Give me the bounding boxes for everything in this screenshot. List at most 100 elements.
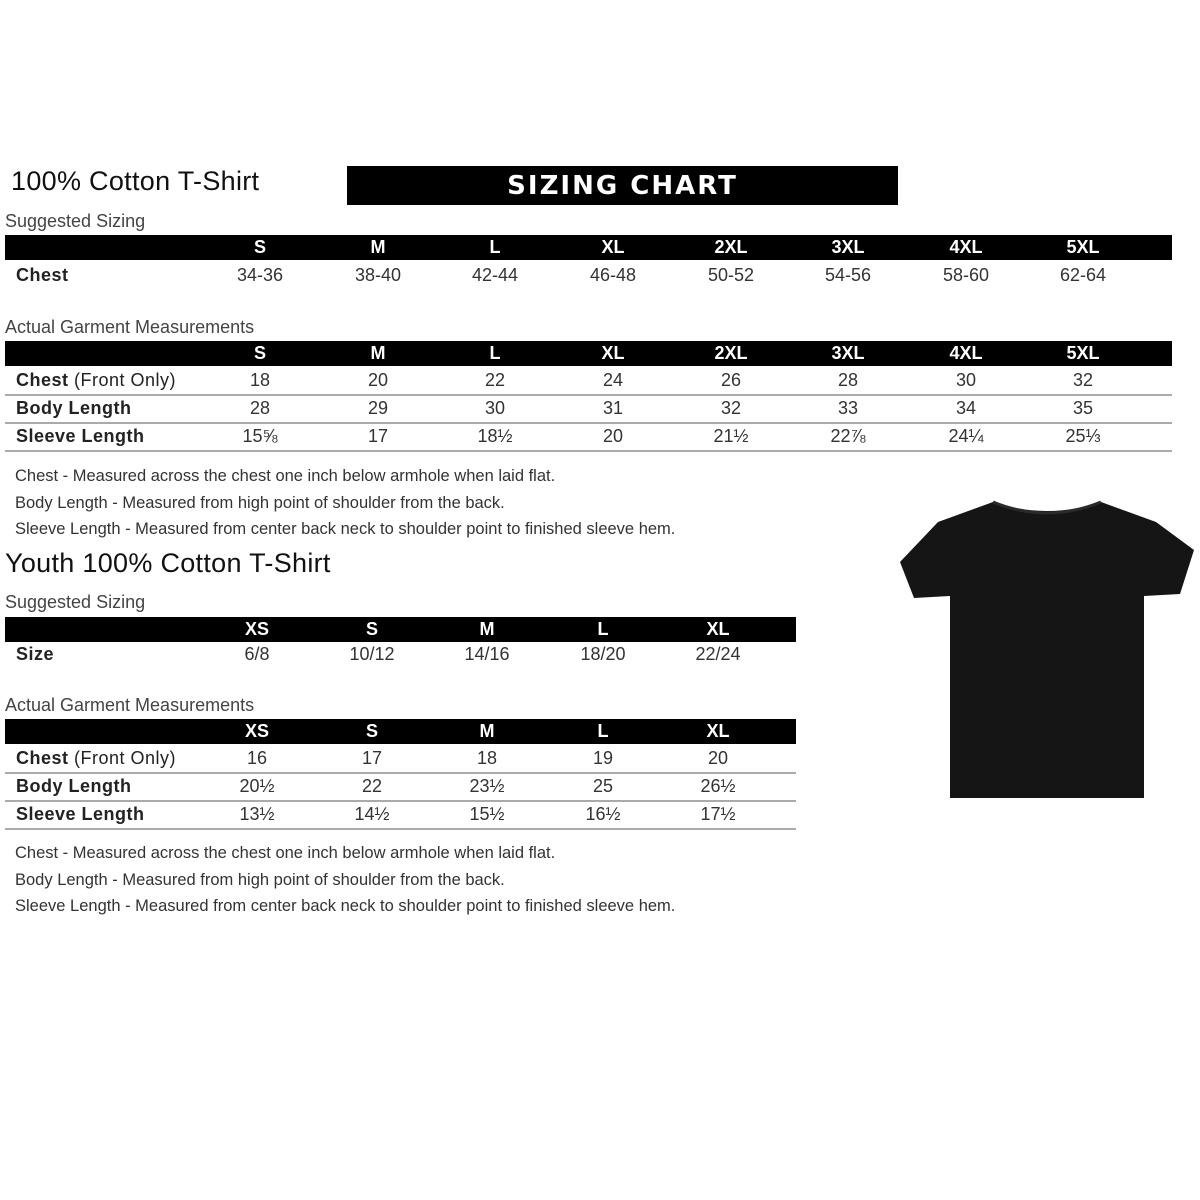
sizing-chart-banner: SIZING CHART [347, 166, 898, 205]
size-header-cell: S [365, 721, 379, 741]
table-cell: 32 [1072, 370, 1094, 390]
size-header-cell: XL [601, 237, 625, 257]
table-cell: 20 [707, 748, 729, 768]
size-header-cell: S [253, 343, 267, 363]
size-header-cell: L [597, 619, 609, 639]
table-cell: 22⅞ [830, 426, 866, 446]
youth-actual-label: Actual Garment Measurements [5, 695, 255, 715]
size-header-cell: M [479, 721, 495, 741]
table-cell: 18½ [477, 426, 513, 446]
tshirt-icon [900, 500, 1194, 798]
table-cell: 23½ [469, 776, 505, 796]
size-header-cell: M [370, 343, 386, 363]
table-cell: 34 [955, 398, 977, 418]
size-header-cell: XS [244, 619, 270, 639]
size-header-cell: L [489, 343, 501, 363]
size-header-cell: M [479, 619, 495, 639]
table-cell: 14½ [354, 804, 390, 824]
row-label-text: Chest [16, 370, 69, 390]
size-header-row: XS S M L XL [5, 719, 796, 744]
row-label-text: Chest [16, 265, 69, 285]
table-cell: 35 [1072, 398, 1094, 418]
table-cell: 24¼ [948, 426, 984, 446]
row-label: Size [16, 640, 54, 668]
size-header-cell: M [370, 237, 386, 257]
table-row: Body Length 28 29 30 31 32 33 34 35 [5, 394, 1172, 424]
row-label-text: Chest [16, 748, 69, 768]
row-label: Body Length [16, 772, 132, 800]
size-header-cell: 2XL [714, 237, 748, 257]
size-header-cell: XL [706, 619, 730, 639]
table-cell: 28 [837, 370, 859, 390]
row-label: Sleeve Length [16, 800, 145, 828]
measurement-note: Chest - Measured across the chest one in… [15, 467, 556, 485]
table-cell: 50-52 [707, 265, 755, 285]
size-header-cell: XS [244, 721, 270, 741]
measurement-note: Body Length - Measured from high point o… [15, 493, 505, 512]
size-header-cell: 5XL [1066, 343, 1100, 363]
size-header-cell: 5XL [1066, 237, 1100, 257]
measurement-note: Chest - Measured across the chest one in… [15, 844, 556, 862]
table-cell: 29 [367, 398, 389, 418]
table-row: Size 6/8 10/12 14/16 18/20 22/24 [5, 640, 796, 668]
row-label-text: Sleeve Length [16, 804, 145, 824]
adult-title: 100% Cotton T-Shirt [11, 166, 260, 196]
table-cell: 20 [367, 370, 389, 390]
table-cell: 15½ [469, 804, 505, 824]
size-header-row: XS S M L XL [5, 617, 796, 642]
size-header-cell: 3XL [831, 237, 865, 257]
measurement-note: Body Length - Measured from high point o… [15, 870, 505, 889]
youth-suggested-label: Suggested Sizing [5, 592, 146, 612]
table-cell: 15⅝ [242, 426, 278, 446]
table-cell: 22 [361, 776, 383, 796]
table-cell: 34-36 [236, 265, 284, 285]
table-cell: 19 [592, 748, 614, 768]
table-cell: 32 [720, 398, 742, 418]
row-label-text: Body Length [16, 398, 132, 418]
table-cell: 58-60 [942, 265, 990, 285]
table-cell: 17½ [700, 804, 736, 824]
table-cell: 16 [246, 748, 268, 768]
table-cell: 17 [361, 748, 383, 768]
table-cell: 25 [592, 776, 614, 796]
table-cell: 22/24 [695, 644, 741, 664]
table-row: Chest (Front Only) 18 20 22 24 26 28 30 32 [5, 366, 1172, 396]
table-cell: 20 [602, 426, 624, 446]
size-header-cell: L [597, 721, 609, 741]
row-label: Body Length [16, 394, 132, 422]
adult-suggested-label: Suggested Sizing [5, 211, 146, 231]
size-header-cell: S [365, 619, 379, 639]
row-label-extra: (Front Only) [68, 370, 177, 390]
size-header-cell: 2XL [714, 343, 748, 363]
youth-title: Youth 100% Cotton T-Shirt [5, 548, 331, 578]
table-cell: 30 [484, 398, 506, 418]
table-row: Chest 34-36 38-40 42-44 46-48 50-52 54-56 58-60… [5, 261, 1172, 289]
table-cell: 13½ [239, 804, 275, 824]
table-cell: 18 [476, 748, 498, 768]
table-cell: 22 [484, 370, 506, 390]
size-header-cell: XL [706, 721, 730, 741]
row-label-text: Body Length [16, 776, 132, 796]
table-cell: 20½ [239, 776, 275, 796]
adult-actual-label: Actual Garment Measurements [5, 317, 255, 337]
table-cell: 26½ [700, 776, 736, 796]
table-cell: 46-48 [589, 265, 637, 285]
table-cell: 38-40 [354, 265, 402, 285]
table-row: Chest (Front Only) 16 17 18 19 20 [5, 744, 796, 774]
row-label-text: Sleeve Length [16, 426, 145, 446]
row-label: Chest [16, 261, 69, 289]
row-label-text: Size [16, 644, 55, 664]
table-row: Sleeve Length 13½ 14½ 15½ 16½ 17½ [5, 800, 796, 830]
table-cell: 14/16 [464, 644, 510, 664]
table-cell: 18/20 [580, 644, 626, 664]
row-label-extra: (Front Only) [68, 748, 177, 768]
table-cell: 21½ [713, 426, 749, 446]
table-cell: 30 [955, 370, 977, 390]
table-cell: 16½ [585, 804, 621, 824]
size-header-cell: 4XL [949, 237, 983, 257]
measurement-note: Sleeve Length - Measured from center bac… [15, 520, 676, 538]
table-cell: 31 [602, 398, 624, 418]
table-cell: 25⅓ [1065, 426, 1101, 446]
table-cell: 24 [602, 370, 624, 390]
size-header-cell: L [489, 237, 501, 257]
